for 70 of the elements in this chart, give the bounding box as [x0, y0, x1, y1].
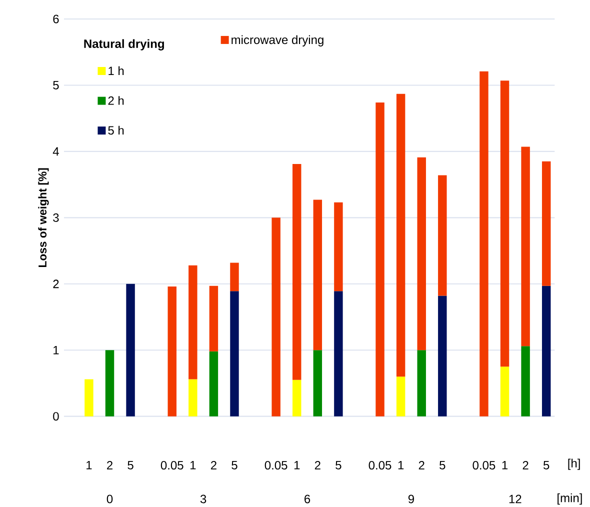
x-tick-label: 1 — [190, 461, 196, 470]
bar — [542, 161, 551, 286]
y-tick-label: 1 — [54, 346, 59, 354]
x-tick-label: 1 — [86, 461, 92, 470]
bar — [313, 200, 322, 350]
bar — [230, 262, 239, 292]
bar — [521, 146, 530, 346]
x-tick-label: 0.05 — [472, 461, 496, 470]
x-tick-label: 2 — [418, 461, 424, 470]
bar — [334, 291, 343, 416]
bar — [292, 380, 302, 416]
y-axis-title: Loss of weight [%] — [38, 168, 49, 267]
x-tick-label: 2 — [210, 461, 216, 470]
legend-title: Natural drying — [84, 39, 164, 50]
bar — [334, 202, 343, 292]
text: 3 — [200, 494, 206, 504]
x-tick-label: 0.05 — [264, 461, 288, 470]
bar — [542, 286, 551, 416]
bar — [313, 350, 322, 416]
text: [min] — [558, 493, 582, 505]
text: 9 — [408, 494, 414, 504]
bar — [521, 346, 530, 416]
bar — [376, 102, 384, 416]
bar — [500, 366, 510, 416]
legend-label: 5 h — [108, 126, 124, 135]
x-tick-label: 0.05 — [368, 461, 392, 470]
y-tick-label: 0 — [53, 412, 59, 421]
x-tick-label: 5 — [232, 461, 238, 470]
x-tick-label: 1 — [502, 461, 508, 470]
bar — [168, 286, 176, 416]
y-tick-label: 4 — [52, 147, 59, 156]
bar — [84, 379, 94, 416]
text: 0 — [106, 494, 113, 504]
text: 6 — [304, 494, 310, 504]
x-tick-label: 2 — [107, 461, 112, 470]
bar — [396, 94, 406, 377]
x-tick-label: 5 — [336, 461, 342, 470]
bar — [105, 350, 114, 416]
y-tick-label: 6 — [53, 14, 59, 24]
x-tick-label: 2 — [314, 461, 320, 470]
bar — [209, 351, 218, 416]
bar — [230, 291, 239, 416]
legend-label: 1 h — [108, 66, 124, 76]
bar — [272, 218, 280, 416]
bar — [188, 265, 198, 380]
x-tick-label: 1 — [294, 461, 300, 470]
bar — [209, 286, 218, 352]
x-tick-label: 5 — [440, 461, 446, 470]
bar — [417, 350, 426, 416]
bar — [438, 296, 447, 416]
bar — [417, 157, 426, 350]
bar — [438, 175, 447, 296]
y-tick-label: 2 — [53, 280, 59, 288]
bar — [188, 379, 198, 416]
bar — [480, 71, 488, 416]
bar — [500, 80, 510, 367]
text: 12 — [509, 494, 522, 504]
bar — [126, 284, 135, 416]
x-tick-label: 5 — [543, 461, 550, 470]
x-tick-label: 1 — [398, 461, 404, 470]
legend-label: microwave drying — [232, 35, 324, 46]
bar — [396, 376, 406, 416]
x-tick-label: 2 — [522, 461, 528, 470]
y-tick-label: 3 — [53, 213, 59, 222]
text: [h] — [568, 458, 580, 470]
x-tick-label: 0.05 — [160, 461, 184, 470]
bar — [292, 164, 302, 380]
y-tick-label: 5 — [53, 81, 59, 90]
x-tick-label: 5 — [128, 461, 134, 470]
legend-label: 2 h — [108, 96, 124, 105]
